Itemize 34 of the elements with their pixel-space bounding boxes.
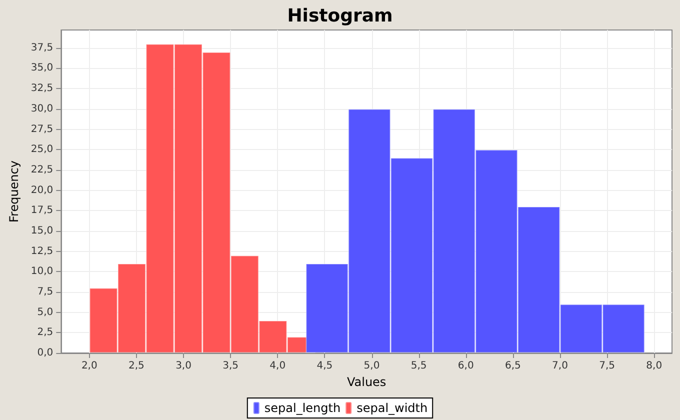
x-tick-label: 8,0 xyxy=(646,360,662,372)
y-tick-label: 0,0 xyxy=(37,348,54,358)
y-tick-label: 25,0 xyxy=(30,144,54,156)
y-tick-label: 2,5 xyxy=(37,327,54,338)
x-tick-label: 4,5 xyxy=(316,360,333,372)
y-tick-label: 10,0 xyxy=(30,266,54,278)
y-tick-label: 15,0 xyxy=(30,225,54,236)
x-tick-label: 6,0 xyxy=(458,360,474,372)
x-tick-label: 7,0 xyxy=(552,360,568,372)
x-tick-label: 3,5 xyxy=(222,360,239,372)
x-tick-label: 5,5 xyxy=(410,360,427,372)
y-tick-label: 7,5 xyxy=(37,286,54,298)
y-axis-title: Frequency xyxy=(7,160,21,222)
x-tick-label: 2,5 xyxy=(128,360,144,372)
y-tick-label: 30,0 xyxy=(30,103,54,114)
y-tick-label: 37,5 xyxy=(30,42,54,54)
x-tick-label: 2,0 xyxy=(81,360,98,372)
y-tick-label: 27,5 xyxy=(30,124,54,135)
x-axis-title: Values xyxy=(346,374,386,389)
y-tick-label: 20,0 xyxy=(30,184,54,196)
y-tick-label: 5,0 xyxy=(37,306,54,318)
legend-label: sepal_length xyxy=(264,401,341,415)
legend-label: sepal_width xyxy=(356,401,428,415)
x-tick-label: 3,0 xyxy=(176,360,192,372)
y-tick-label: 35,0 xyxy=(30,62,54,74)
chart-title: Histogram xyxy=(287,6,393,26)
x-tick-label: 6,5 xyxy=(504,360,521,372)
y-tick-label: 17,5 xyxy=(30,205,54,216)
x-tick-label: 4,0 xyxy=(270,360,286,372)
y-tick-label: 32,5 xyxy=(30,83,54,94)
x-tick-label: 7,5 xyxy=(599,360,616,372)
y-tick-label: 12,5 xyxy=(30,246,54,257)
x-tick-label: 5,0 xyxy=(364,360,380,372)
y-tick-label: 22,5 xyxy=(30,164,54,176)
